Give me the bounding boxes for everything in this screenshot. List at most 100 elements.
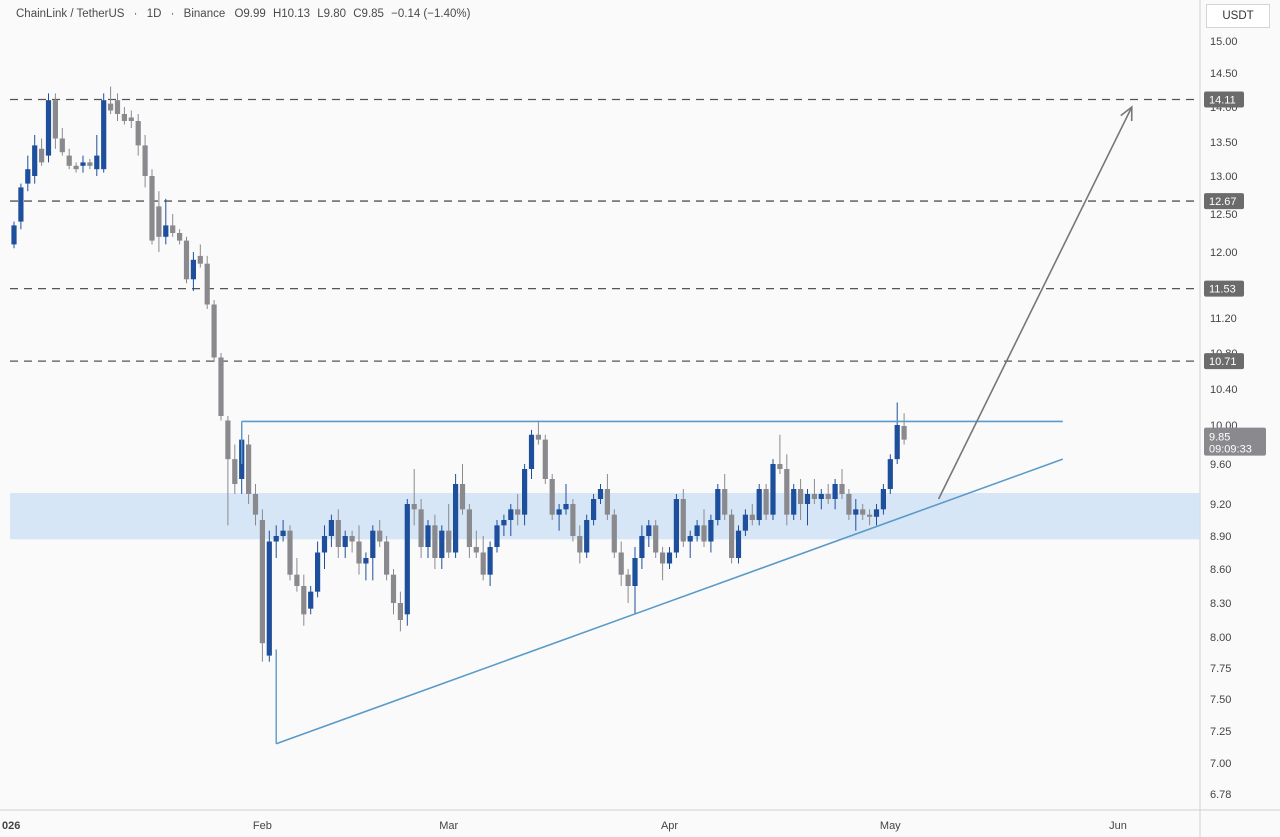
candle-body [515,509,521,515]
y-tick-label: 6.78 [1210,789,1231,801]
candle-body [66,155,72,166]
candle-body [266,541,272,656]
level-price-label: 12.67 [1209,196,1237,208]
ascending-trendline [275,458,1064,745]
candle-body [846,494,852,515]
candle-body [342,536,348,547]
candle-body [94,155,100,170]
candle-body [832,484,838,499]
candle-body [308,591,314,609]
candle-body [59,138,65,153]
candle-body [177,233,183,241]
candle-body [321,536,328,553]
current-price-value: 9.85 [1209,432,1230,444]
candle-body [453,484,459,553]
y-tick-label: 9.20 [1210,499,1231,511]
candle-body [825,494,831,499]
candle-body [363,558,369,564]
candle-body [390,574,397,603]
candle-body [777,464,783,469]
candle-body [280,530,286,536]
candle-body [446,530,452,553]
ohlc-values: O9.99 H10.13 L9.80 C9.85 −0.14 (−1.40%) [234,8,474,20]
candle-body [880,489,886,510]
candle-body [570,504,576,536]
candle-body [156,206,162,237]
candle-body [791,489,797,515]
candle-body [508,509,514,520]
candle-body [108,103,114,111]
chart-header: ChainLink / TetherUS · 1D · Binance O9.9… [16,8,480,20]
x-tick-label: Jun [1109,820,1127,832]
candle-body [218,357,224,416]
candle-body [673,499,679,553]
candle-body [542,439,548,479]
candle-body [901,425,907,440]
candle-body [45,100,52,156]
candle-body [604,489,610,515]
symbol-name[interactable]: ChainLink / TetherUS [16,8,125,20]
currency-selector[interactable]: USDT [1206,4,1270,28]
y-tick-label: 8.30 [1210,598,1231,610]
candle-body [294,574,300,586]
candle-body [301,586,307,615]
candle-body [639,536,645,558]
y-tick-label: 8.00 [1210,632,1231,644]
x-tick-label: Apr [661,820,678,832]
x-tick-label: May [880,820,901,832]
candle-body [887,459,893,489]
open-value: O9.99 [234,8,266,20]
level-price-tag [1204,91,1244,108]
candle-body [708,520,714,542]
candle-body [32,145,38,176]
candle-body [349,536,355,542]
candle-body [784,469,790,515]
level-price-label: 11.53 [1209,284,1236,296]
level-price-tag [1204,193,1244,210]
candle-body [459,484,466,510]
candle-body [101,100,107,170]
candle-body [591,499,597,520]
candle-body [873,509,880,517]
candle-body [404,504,410,615]
candle-body [729,514,735,558]
candle-body [687,536,693,542]
candle-body [501,520,507,526]
x-tick-label: Mar [439,820,458,832]
change-value: −0.14 (−1.40%) [391,8,471,20]
candle-body [694,525,700,536]
candle-body [121,114,127,121]
candle-body [315,552,321,592]
candle-body [473,547,479,553]
symbol-sep: · [133,8,138,20]
candle-body [742,514,748,531]
y-tick-label: 14.50 [1210,68,1238,80]
candle-body [142,145,148,176]
projection-arrow [937,106,1133,500]
y-tick-label: 12.00 [1210,247,1238,259]
candle-body [894,425,900,460]
candle-body [80,162,86,166]
candle-body [804,494,811,504]
candle-body [384,541,390,575]
interval-label[interactable]: 1D [146,8,162,20]
candle-body [183,240,190,280]
candle-body [653,525,659,553]
candle-body [259,520,265,644]
candle-body [252,494,259,515]
candle-body [735,530,742,558]
candle-body [232,459,238,484]
candle-body [114,100,121,114]
candle-body [611,514,617,553]
candle-body [818,494,824,499]
y-tick-label: 8.60 [1210,564,1231,576]
y-tick-label: 12.50 [1210,209,1238,221]
candle-body [494,525,500,547]
candle-body [197,255,203,264]
candle-body [597,489,604,499]
candle-body [563,504,569,510]
candle-body [370,530,376,558]
candle-body [39,148,45,163]
candle-body [425,525,431,547]
